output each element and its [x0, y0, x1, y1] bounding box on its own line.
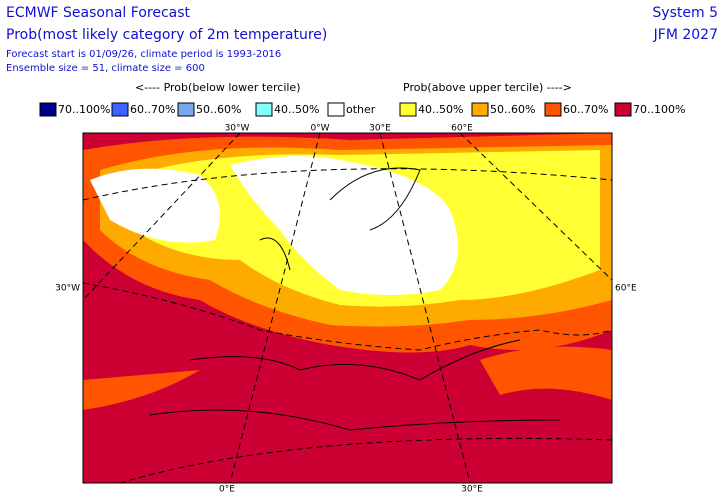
legend: 70..100% 60..70% 50..60% 40..50% other 40..50… [39, 102, 685, 117]
legend-label: 70..100% [633, 103, 685, 116]
legend-swatch [39, 102, 57, 117]
legend-label: 50..60% [490, 103, 535, 116]
period: JFM 2027 [653, 27, 718, 43]
info-line: Ensemble size = 51, climate size = 600 [6, 63, 205, 74]
info-line: Forecast start is 01/09/26, climate peri… [6, 49, 281, 60]
legend-label: other [346, 103, 376, 116]
lat-label: 60°E [615, 284, 637, 294]
legend-label: 40..50% [418, 103, 463, 116]
legend-swatch [471, 102, 489, 117]
map-labels: 30°W 0°W 30°E 60°E 30°W 60°E 0°E 30°E [55, 124, 637, 495]
lon-label: 30°E [461, 485, 483, 495]
subtitle: Prob(most likely category of 2m temperat… [6, 27, 327, 43]
map-frame [82, 132, 613, 484]
lon-label: 0°E [219, 485, 235, 495]
legend-below-label: <---- Prob(below lower tercile) [135, 81, 301, 94]
system: System 5 [652, 5, 718, 21]
legend-label: 60..70% [130, 103, 175, 116]
legend-label: 50..60% [196, 103, 241, 116]
legend-above-label: Prob(above upper tercile) ----> [403, 81, 572, 94]
legend-swatch [544, 102, 562, 117]
legend-label: 40..50% [274, 103, 319, 116]
legend-swatch [111, 102, 129, 117]
legend-swatch [399, 102, 417, 117]
legend-label: 70..100% [58, 103, 110, 116]
lon-label: 60°E [451, 124, 473, 134]
legend-swatch [327, 102, 345, 117]
legend-swatch [255, 102, 273, 117]
lon-label: 30°W [225, 124, 250, 134]
legend-swatch [177, 102, 195, 117]
lon-label: 30°E [369, 124, 391, 134]
legend-label: 60..70% [563, 103, 608, 116]
map [83, 133, 612, 483]
lat-label: 30°W [55, 284, 80, 294]
legend-swatch [614, 102, 632, 117]
lon-label: 0°W [310, 124, 329, 134]
title: ECMWF Seasonal Forecast [6, 5, 191, 21]
